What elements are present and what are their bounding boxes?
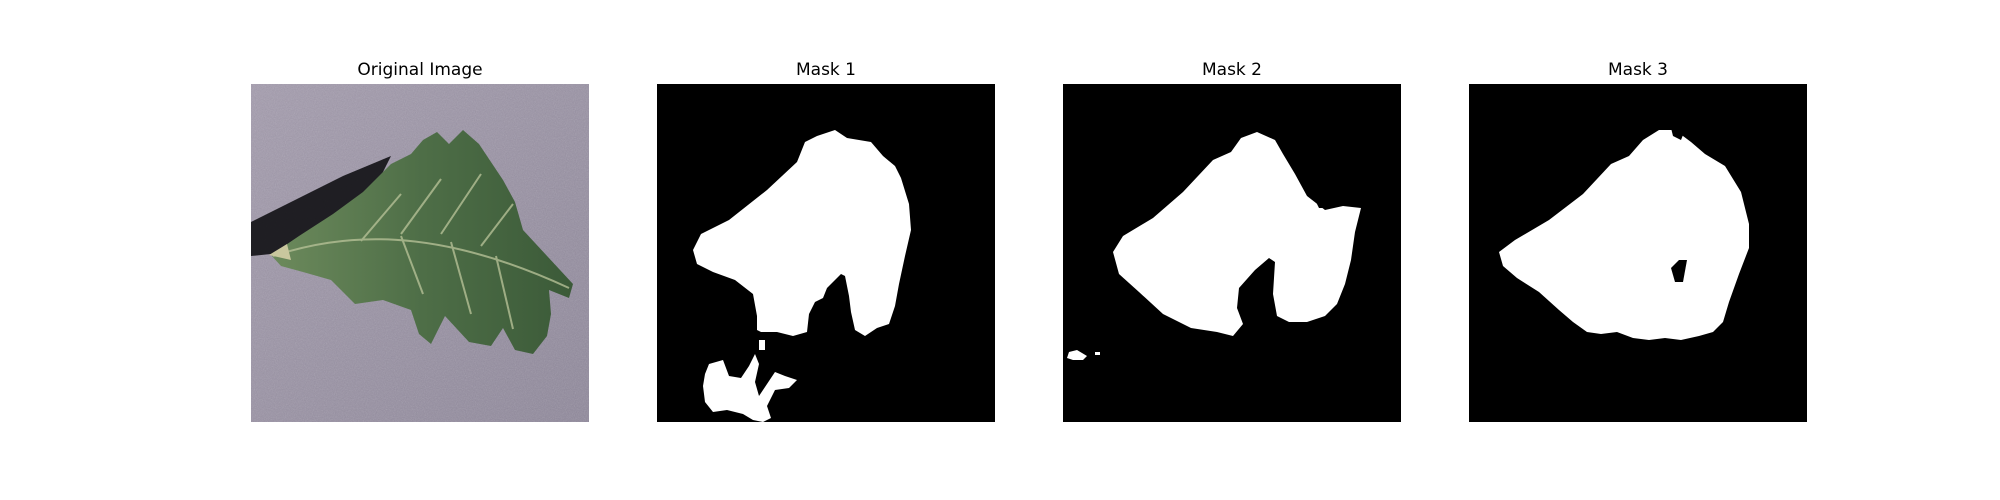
panel-title: Mask 1 [795, 60, 856, 80]
panel-mask-3: Mask 3 [1469, 56, 1807, 422]
panel-original-image: Original Image [251, 56, 589, 422]
mask-3-image [1469, 84, 1807, 422]
panel-mask-1: Mask 1 [657, 56, 995, 422]
panel-title: Mask 2 [1201, 60, 1262, 80]
panel-title: Original Image [357, 60, 483, 80]
original-leaf-image [251, 84, 589, 422]
panel-mask-2: Mask 2 [1063, 56, 1401, 422]
mask-1-image [657, 84, 995, 422]
mask-2-image [1063, 84, 1401, 422]
panel-title: Mask 3 [1607, 60, 1668, 80]
